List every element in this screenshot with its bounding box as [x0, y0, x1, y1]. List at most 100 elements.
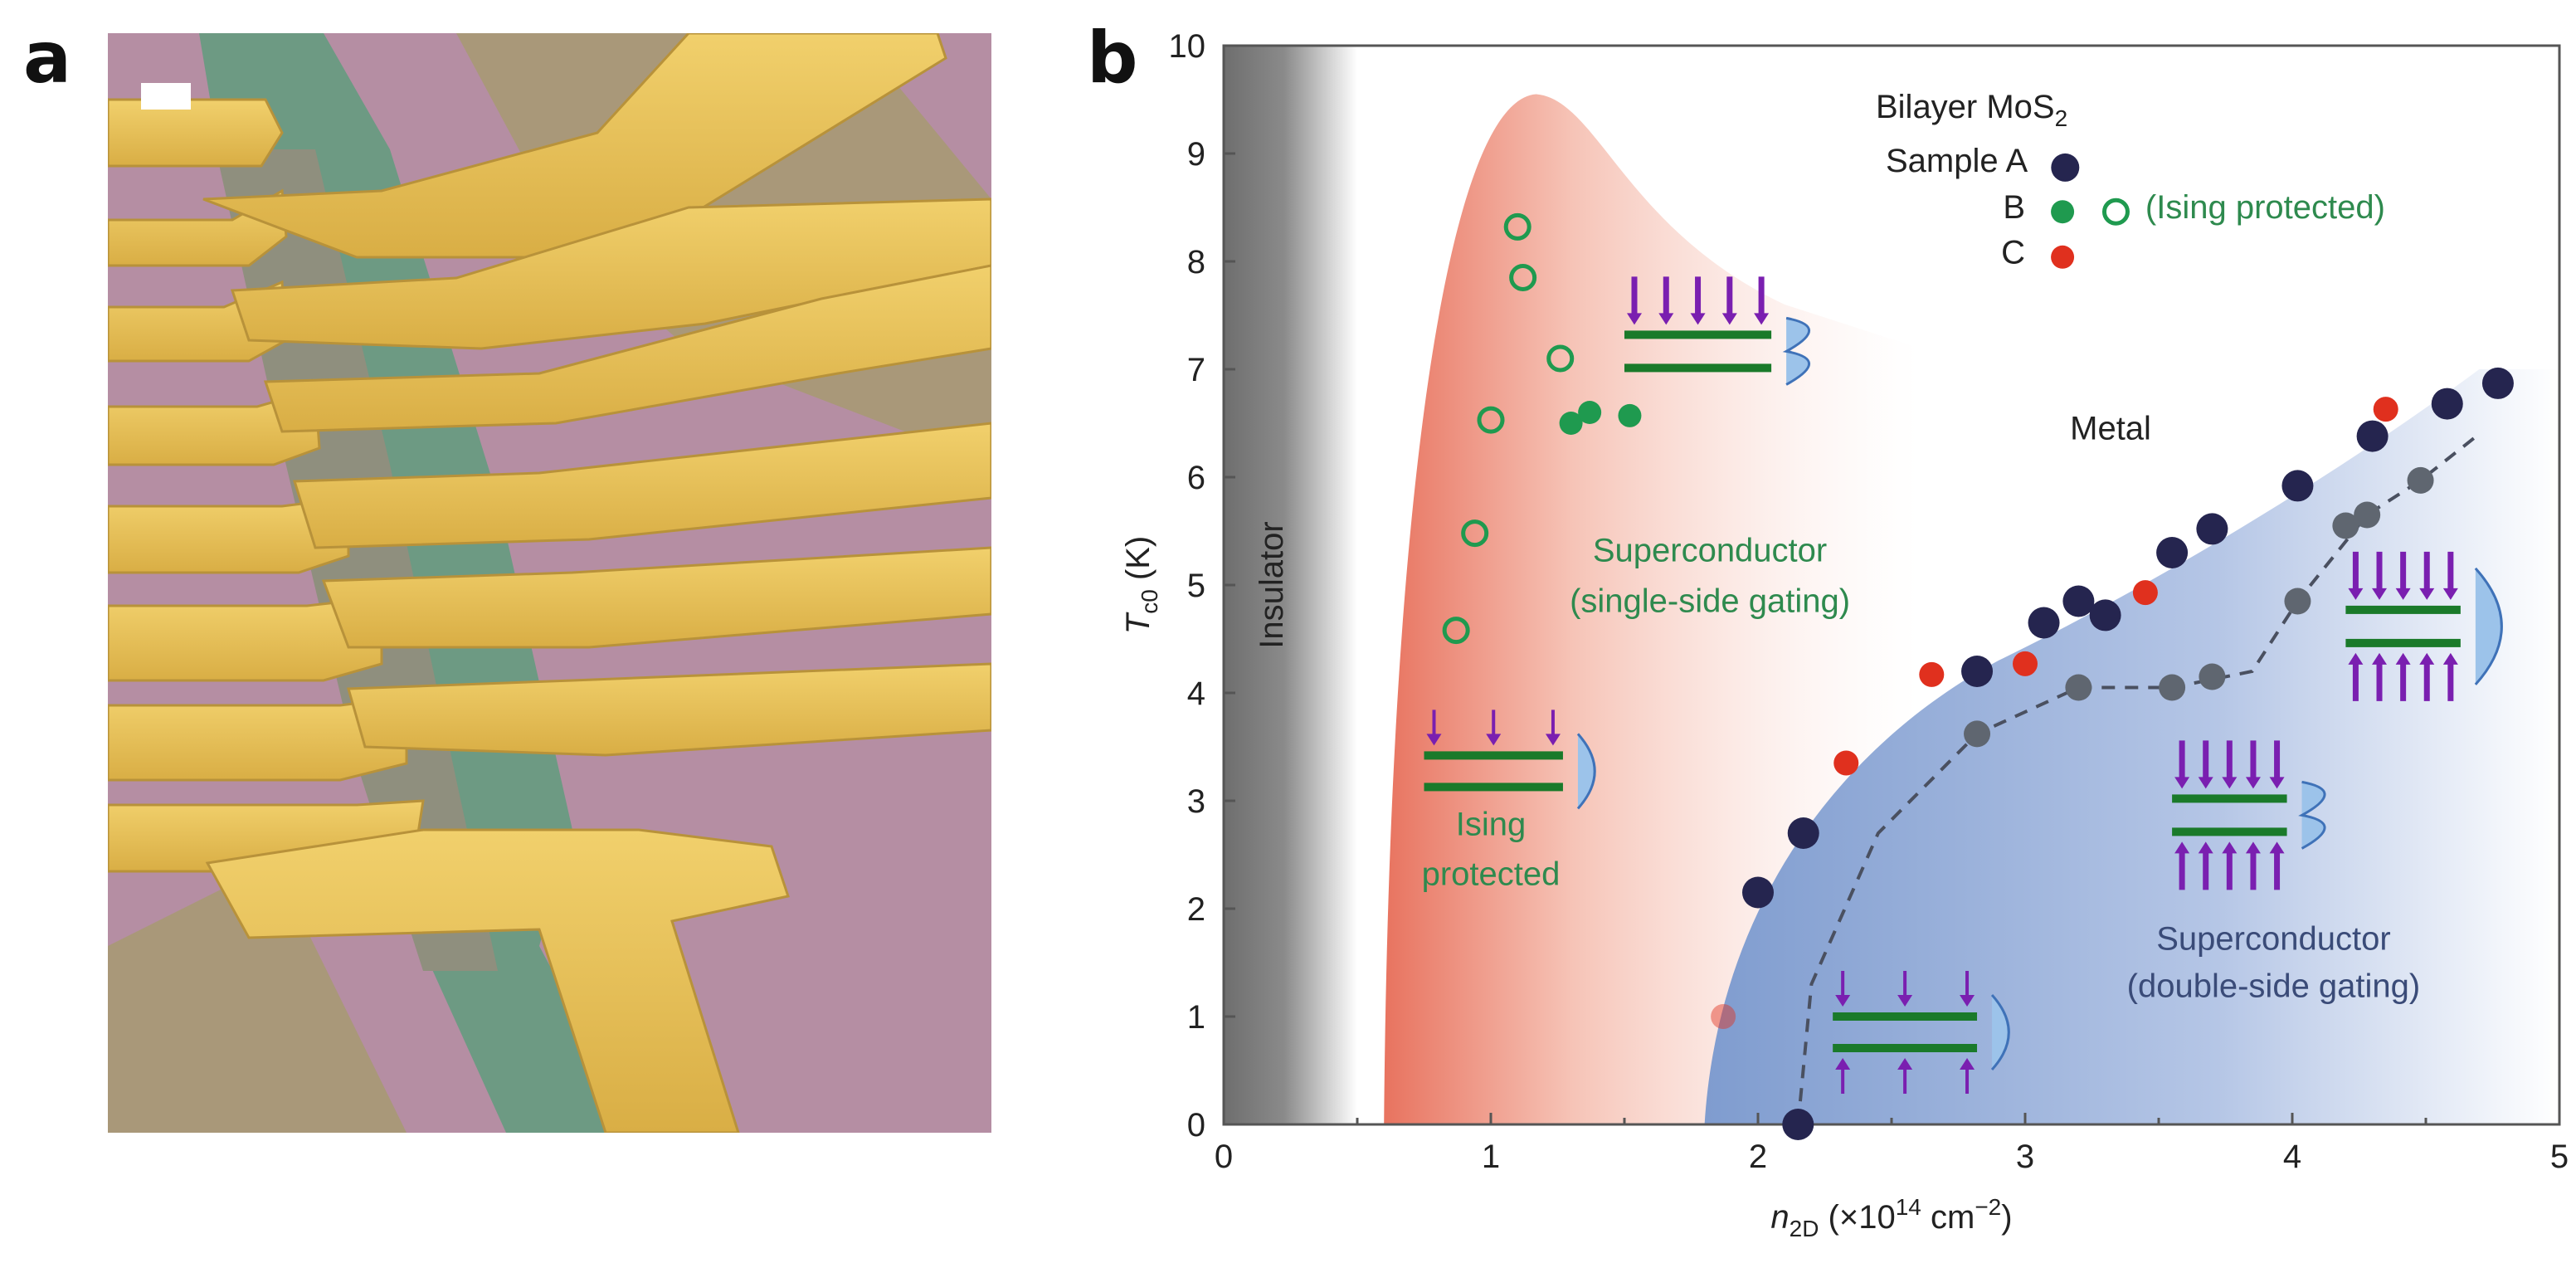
- data-point-c: [2132, 580, 2158, 606]
- field-arrow-head: [2269, 841, 2285, 854]
- field-arrow-head: [2245, 777, 2261, 789]
- inset-low-density: [1833, 971, 2010, 1094]
- field-arrow-head: [2395, 588, 2411, 600]
- y-label-unit: (K): [1120, 536, 1157, 589]
- mos2-channel: [216, 149, 498, 971]
- y-tick-label: 8: [1187, 244, 1205, 280]
- data-point-b-ising-protected-: [1546, 344, 1575, 373]
- double-side-superconductor-region: [1704, 369, 2559, 1124]
- scale-bar: [141, 83, 191, 110]
- gap-bump: [1782, 316, 1811, 386]
- inset-single-side: [1624, 276, 1811, 386]
- data-point-sample-a: [1782, 1109, 1814, 1140]
- single-side-label-1: Superconductor: [1593, 532, 1827, 568]
- data-point-sample-a: [2431, 388, 2463, 420]
- y-label-sub: c0: [1137, 589, 1162, 614]
- y-axis-label: Tc0 (K): [1120, 536, 1162, 634]
- field-arrow-head: [2348, 652, 2364, 665]
- field-arrow-head: [2442, 588, 2458, 600]
- field-arrow-head: [1545, 734, 1561, 746]
- data-point-b: [1618, 403, 1642, 427]
- field-arrow-head: [1960, 1058, 1975, 1070]
- data-point-guide: [2159, 674, 2186, 701]
- y-label-var: T: [1120, 612, 1157, 634]
- legend-title-sub: 2: [2055, 105, 2068, 131]
- data-point-sample-a: [2481, 367, 2514, 399]
- data-point-guide: [2199, 663, 2226, 690]
- layer-line: [2172, 827, 2287, 836]
- data-point-guide: [2284, 588, 2311, 615]
- x-tick-label: 0: [1215, 1139, 1233, 1175]
- data-point-b-ising-protected-: [1509, 264, 1537, 291]
- data-point-guide: [2407, 466, 2434, 494]
- data-point-c: [1833, 750, 1859, 776]
- data-point-c: [1711, 1004, 1736, 1029]
- legend-title: Bilayer MoS2: [1876, 89, 2067, 131]
- y-tick-label: 4: [1187, 675, 1205, 712]
- data-point-sample-a: [2062, 585, 2095, 617]
- legend-marker-c: [2051, 245, 2075, 269]
- gap-bump: [1576, 733, 1596, 810]
- field-arrow-head: [1690, 313, 1706, 325]
- data-point-c: [2373, 397, 2398, 422]
- inset-ising: [1424, 710, 1596, 810]
- layer-line: [1624, 363, 1772, 373]
- insulator-label: Insulator: [1254, 521, 1290, 648]
- insulator-region: [1224, 46, 1357, 1124]
- field-arrow-head: [2198, 777, 2213, 789]
- x-label-exp: 14: [1896, 1194, 1921, 1220]
- y-tick-label: 5: [1187, 568, 1205, 604]
- field-arrow-head: [2395, 652, 2411, 665]
- y-tick-label: 0: [1187, 1107, 1205, 1144]
- data-point-sample-a: [2356, 420, 2389, 452]
- substrate-tan-lower: [108, 863, 407, 1133]
- ising-label-1: Ising: [1456, 807, 1527, 843]
- x-tick-label: 1: [1482, 1139, 1500, 1175]
- field-arrow-head: [1754, 313, 1770, 325]
- field-arrow-head: [2222, 777, 2238, 789]
- data-point-guide: [2065, 674, 2092, 701]
- sem-micrograph: [108, 33, 991, 1133]
- layer-line: [2345, 638, 2461, 647]
- panel-label-b: b: [1087, 17, 1138, 100]
- field-arrow-head: [2245, 841, 2261, 854]
- field-arrow-head: [2222, 841, 2238, 854]
- field-arrow-head: [2372, 652, 2388, 665]
- layer-line: [1833, 1044, 1978, 1052]
- y-tick-label: 2: [1187, 891, 1205, 928]
- data-point-sample-a: [2089, 599, 2121, 632]
- x-label-close: ): [2001, 1199, 2012, 1236]
- metal-label: Metal: [2070, 411, 2151, 447]
- field-arrow-head: [1721, 313, 1737, 325]
- layer-line: [1833, 1012, 1978, 1021]
- field-arrow-head: [1658, 313, 1674, 325]
- electrodes: [108, 33, 991, 1133]
- gap-bump: [1990, 993, 2010, 1071]
- y-tick-label: 1: [1187, 999, 1205, 1036]
- field-arrow-head: [2419, 652, 2435, 665]
- ising-label-2: protected: [1422, 856, 1561, 892]
- field-arrow-head: [1426, 734, 1442, 746]
- data-point-b-ising-protected-: [1461, 519, 1489, 548]
- gap-bump: [2298, 780, 2326, 850]
- data-point-b-ising-protected-: [1503, 212, 1531, 241]
- x-label-unit2: cm: [1921, 1199, 1975, 1236]
- field-arrow-head: [2419, 588, 2435, 600]
- data-point-c: [2013, 651, 2038, 676]
- x-label-sub: 2D: [1790, 1216, 1819, 1241]
- y-tick-label: 9: [1187, 136, 1205, 173]
- double-side-label-2: (double-side gating): [2127, 968, 2421, 1005]
- data-point-c: [1919, 661, 1945, 687]
- field-arrow-head: [1897, 1058, 1913, 1070]
- layer-line: [1424, 783, 1563, 792]
- y-tick-label: 3: [1187, 783, 1205, 820]
- data-point-b-ising-protected-: [1442, 617, 1470, 645]
- field-arrow-head: [1960, 995, 1975, 1007]
- data-point-guide: [2332, 512, 2359, 539]
- data-point-sample-a: [1787, 817, 1819, 849]
- data-point-b: [1578, 401, 1602, 424]
- y-tick-label: 7: [1187, 352, 1205, 388]
- x-tick-label: 3: [2016, 1139, 2034, 1175]
- double-side-label-1: Superconductor: [2156, 920, 2390, 957]
